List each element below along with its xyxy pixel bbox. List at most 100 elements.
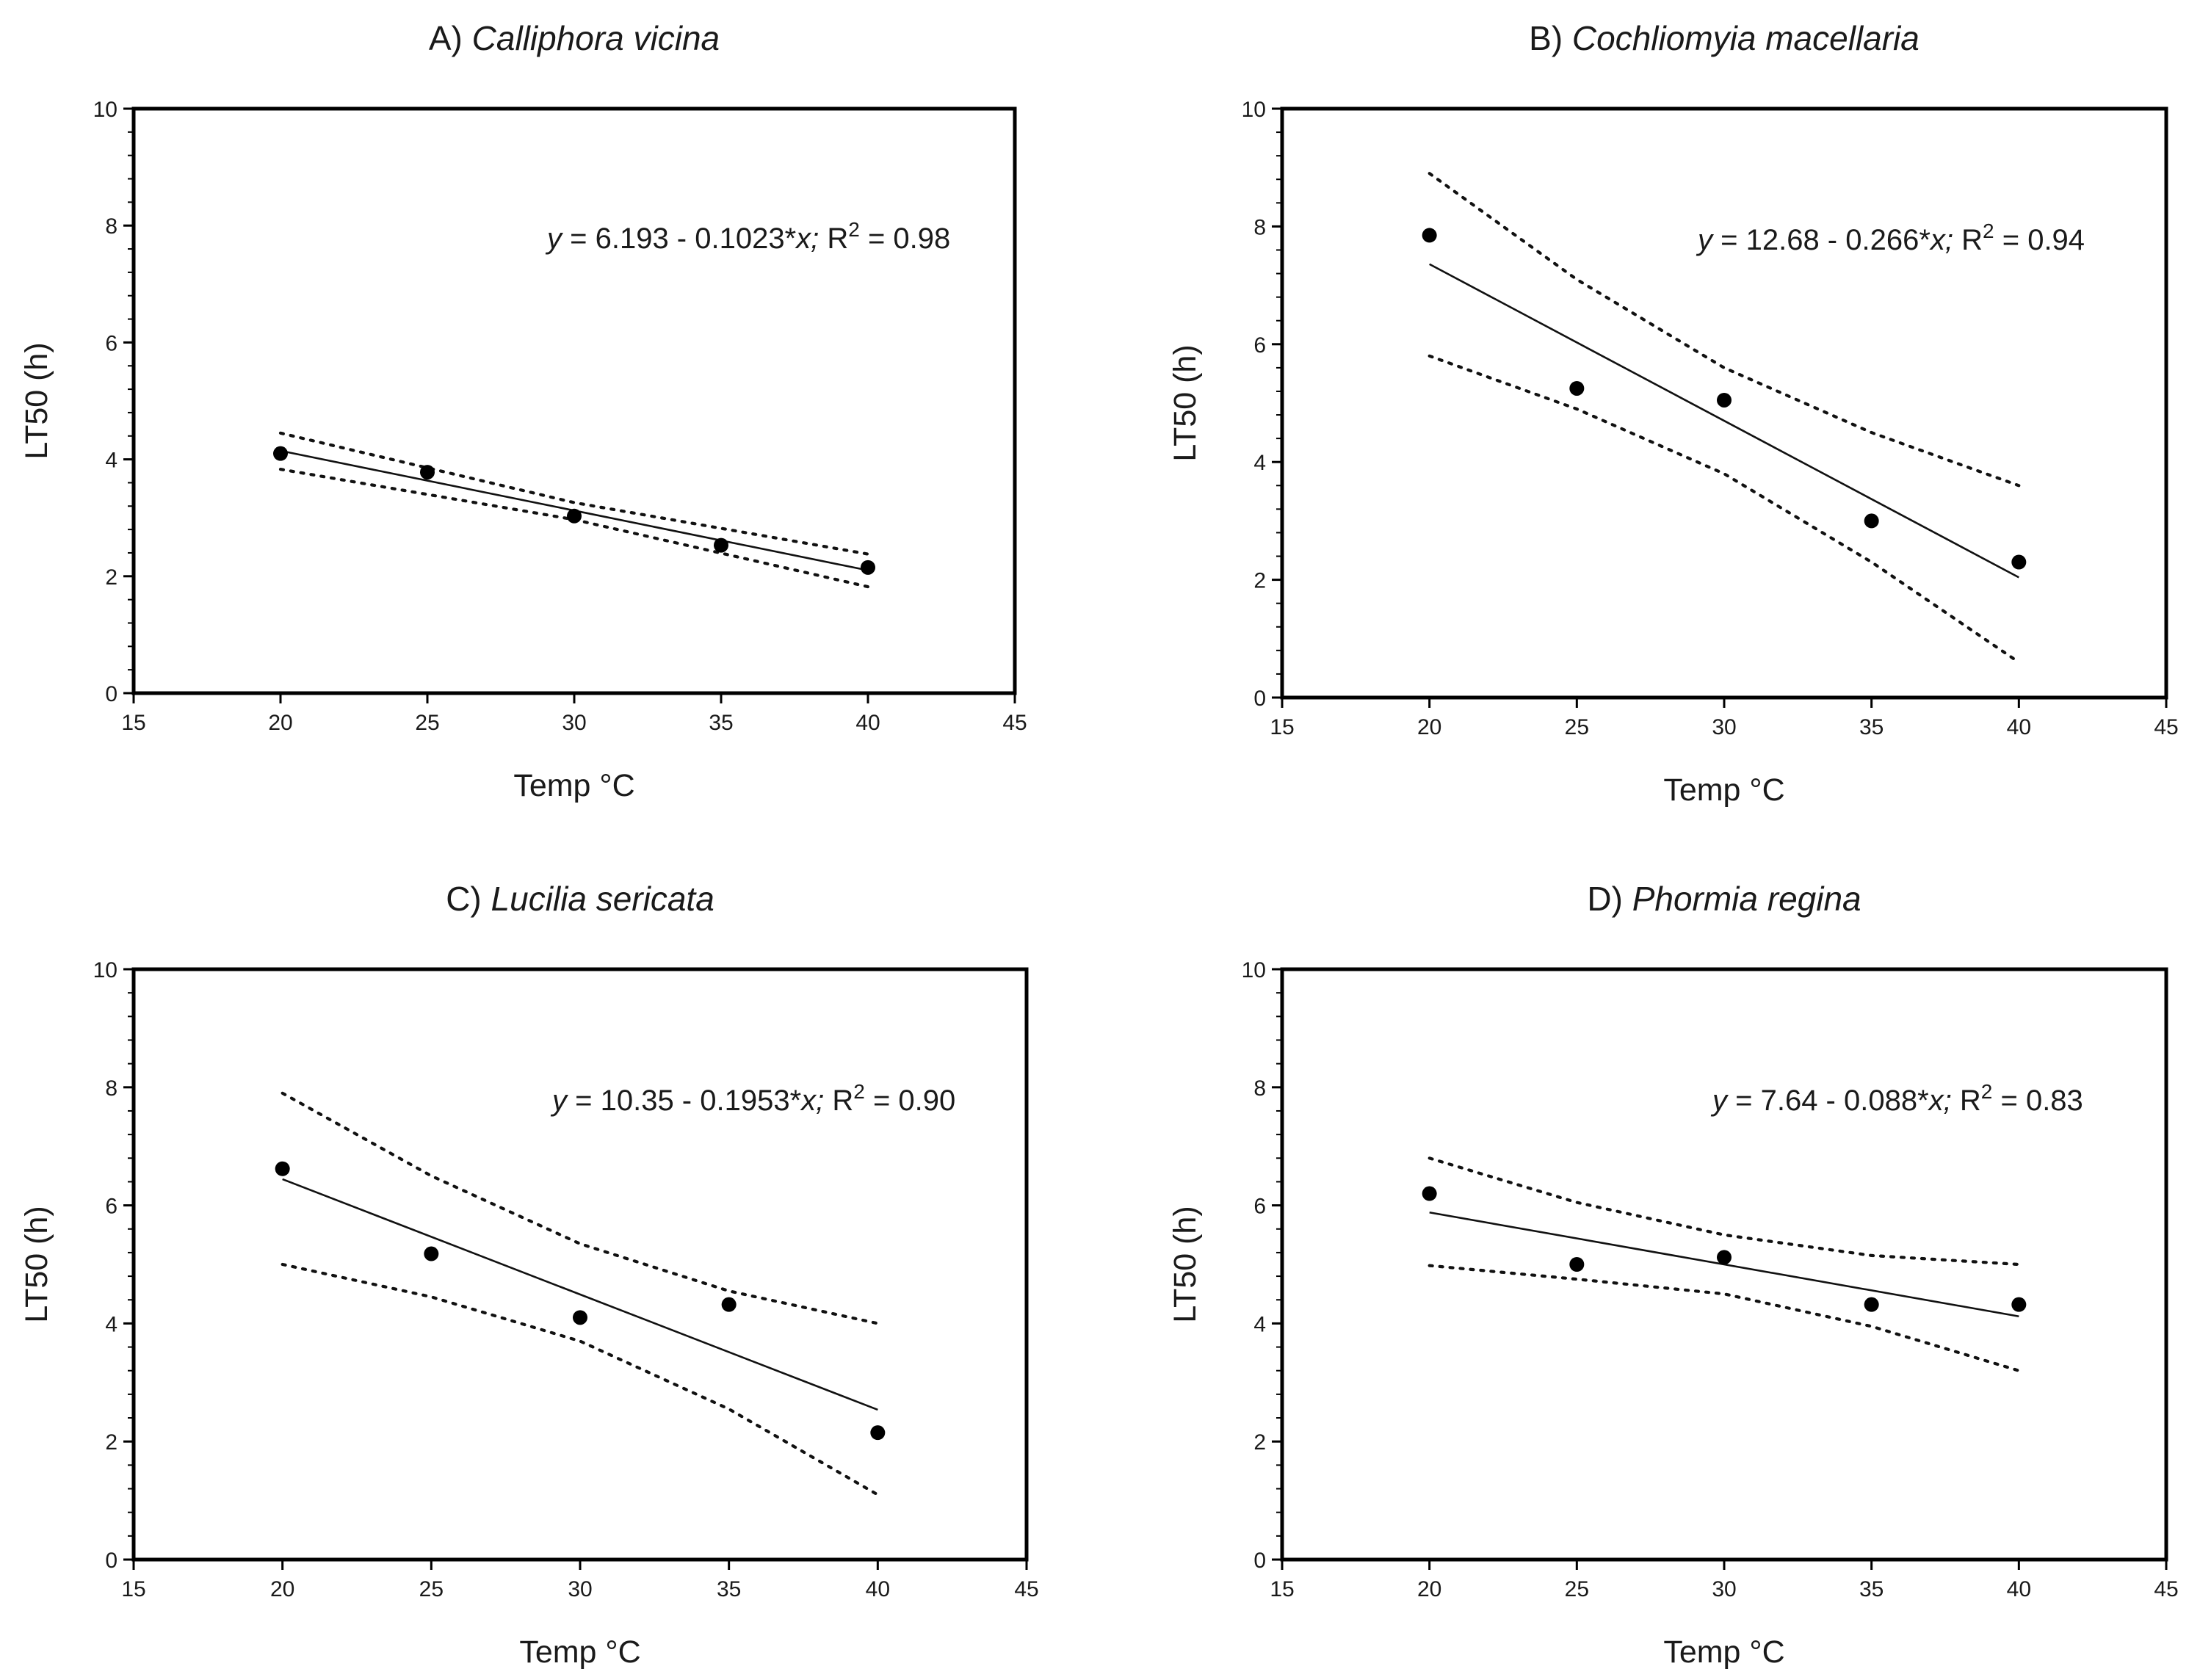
y-tick-label: 0: [1253, 687, 1266, 711]
x-tick-label: 30: [1712, 715, 1736, 739]
y-axis-label: LT50 (h): [19, 1206, 54, 1322]
y-tick-label: 2: [105, 565, 117, 590]
confidence-band-upper: [1428, 1156, 2021, 1267]
y-tick-label: 8: [105, 214, 117, 239]
x-tick-label: 20: [270, 1577, 294, 1601]
regression-equation: y = 7.64 - 0.088*x; R2 = 0.83: [1710, 1080, 2083, 1117]
x-tick-label: 25: [1565, 715, 1589, 739]
x-tick-label: 40: [2007, 715, 2031, 739]
x-tick-label: 20: [268, 711, 292, 735]
x-tick-label: 30: [568, 1577, 592, 1601]
plot-frame: [131, 967, 1029, 1562]
x-tick-label: 45: [2154, 1577, 2178, 1601]
regression-equation: y = 10.35 - 0.1953*x; R2 = 0.90: [550, 1080, 955, 1117]
data-point: [273, 446, 288, 461]
data-point: [275, 1161, 290, 1176]
x-tick-label: 15: [1270, 1577, 1294, 1601]
y-tick-label: 0: [1253, 1549, 1266, 1573]
x-axis-label: Temp °C: [1663, 1634, 1784, 1670]
x-axis-label: Temp °C: [513, 768, 634, 803]
data-point: [573, 1310, 587, 1325]
y-axis-label: LT50 (h): [19, 342, 54, 459]
panel-title: C) Lucilia sericata: [446, 880, 714, 918]
x-tick-label: 35: [717, 1577, 741, 1601]
data-point: [424, 1246, 439, 1261]
chart-panel-b: B) Cochliomyia macellaria 15 20 25 30 35 40 45 0…: [1168, 19, 2179, 808]
data-point: [1864, 1297, 1879, 1312]
y-tick-label: 10: [1242, 958, 1266, 982]
x-tick-label: 35: [709, 711, 733, 735]
x-tick-label: 15: [121, 711, 145, 735]
x-tick-label: 30: [1712, 1577, 1736, 1601]
data-point: [2011, 554, 2027, 570]
y-tick-label: 8: [105, 1076, 117, 1101]
x-tick-label: 40: [866, 1577, 890, 1601]
confidence-band-upper: [281, 1091, 880, 1325]
y-tick-label: 0: [105, 1549, 117, 1573]
chart-panel-d: D) Phormia regina 15 20 25 30 35 40 45 0 2 4 6 8 10 Te…: [1168, 880, 2179, 1670]
data-point: [2011, 1297, 2027, 1312]
x-tick-label: 25: [415, 711, 439, 735]
data-point: [714, 537, 728, 553]
y-axis-label: LT50 (h): [1168, 344, 1203, 461]
data-point: [567, 508, 582, 524]
data-point: [1422, 1186, 1437, 1201]
x-axis-label: Temp °C: [519, 1634, 640, 1670]
y-tick-label: 8: [1253, 215, 1266, 239]
data-point: [1422, 228, 1437, 243]
panel-title: D) Phormia regina: [1587, 880, 1861, 918]
y-tick-label: 2: [105, 1430, 117, 1455]
x-tick-label: 20: [1417, 1577, 1441, 1601]
y-tick-label: 10: [1242, 98, 1266, 122]
y-tick-label: 10: [93, 958, 117, 982]
chart-panel-a: A) Calliphora vicina 15 20 25 30 35 40 45 0 2 4 6 8 1…: [19, 19, 1027, 803]
x-tick-label: 30: [562, 711, 586, 735]
y-tick-label: 4: [105, 449, 117, 473]
y-tick-label: 6: [1253, 1195, 1266, 1219]
data-point: [721, 1297, 737, 1312]
y-tick-label: 6: [105, 1195, 117, 1219]
x-tick-label: 15: [1270, 715, 1294, 739]
x-tick-label: 20: [1417, 715, 1441, 739]
x-tick-label: 35: [1859, 715, 1884, 739]
panel-title: A) Calliphora vicina: [429, 19, 720, 57]
data-point: [420, 465, 435, 480]
regression-line: [1429, 263, 2019, 579]
x-tick-label: 45: [1014, 1577, 1038, 1601]
regression-equation: y = 12.68 - 0.266*x; R2 = 0.94: [1696, 220, 2085, 256]
chart-panel-c: C) Lucilia sericata 15 20 25 30 35 40 45 0 2 4 6 8 10…: [19, 880, 1039, 1670]
y-tick-label: 2: [1253, 1430, 1266, 1455]
x-tick-label: 40: [2007, 1577, 2031, 1601]
y-tick-label: 0: [105, 682, 117, 706]
y-tick-label: 2: [1253, 569, 1266, 593]
y-tick-label: 8: [1253, 1076, 1266, 1101]
confidence-band-lower: [278, 468, 870, 589]
y-tick-label: 4: [105, 1312, 117, 1336]
x-tick-label: 35: [1859, 1577, 1884, 1601]
y-tick-label: 6: [105, 331, 117, 355]
confidence-band-upper: [278, 431, 870, 556]
data-point: [1569, 1257, 1585, 1272]
data-point: [861, 560, 875, 575]
data-point: [1864, 513, 1879, 529]
confidence-band-lower: [1428, 1264, 2021, 1372]
data-point: [1717, 1250, 1732, 1265]
plot-frame: [131, 106, 1017, 695]
panel-title: B) Cochliomyia macellaria: [1529, 19, 1919, 57]
data-point: [1717, 392, 1732, 408]
x-tick-label: 45: [2154, 715, 2178, 739]
data-point: [1569, 380, 1585, 396]
confidence-band-lower: [281, 1262, 880, 1496]
x-tick-label: 25: [1565, 1577, 1589, 1601]
y-tick-label: 4: [1253, 451, 1266, 475]
x-axis-label: Temp °C: [1663, 772, 1784, 808]
regression-equation: y = 6.193 - 0.1023*x; R2 = 0.98: [545, 218, 950, 255]
confidence-band-lower: [1428, 354, 2021, 664]
x-tick-label: 40: [855, 711, 880, 735]
y-tick-label: 10: [93, 98, 117, 122]
confidence-band-upper: [1428, 172, 2021, 488]
y-tick-label: 4: [1253, 1312, 1266, 1336]
regression-line: [282, 1178, 878, 1411]
x-tick-label: 15: [121, 1577, 145, 1601]
